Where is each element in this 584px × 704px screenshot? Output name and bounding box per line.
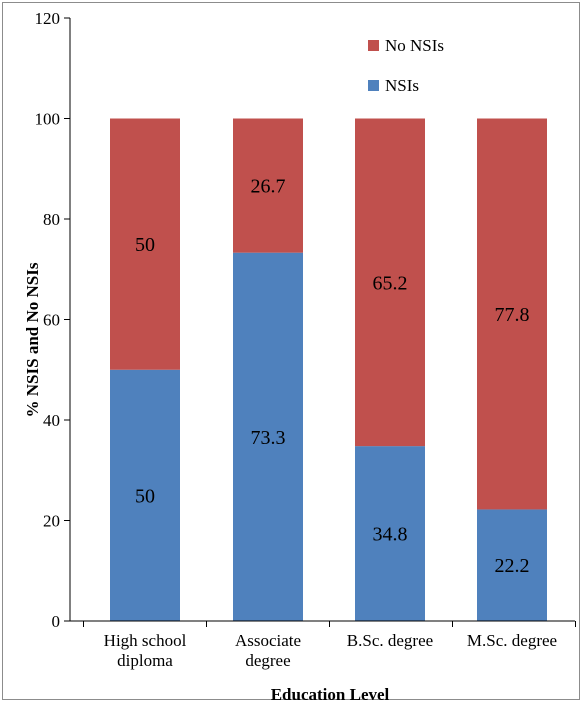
bar-segment-nsis bbox=[355, 446, 425, 621]
bars-layer bbox=[110, 118, 547, 622]
y-tick-label: 20 bbox=[43, 512, 60, 531]
x-tick-label: diploma bbox=[117, 651, 173, 670]
x-tick-label: M.Sc. degree bbox=[467, 631, 557, 650]
bar-segment-no-nsis bbox=[355, 118, 425, 447]
bar-segment-nsis bbox=[110, 369, 180, 621]
bar-segment-no-nsis bbox=[110, 118, 180, 370]
legend-swatch bbox=[368, 80, 379, 91]
y-axis-title: % NSIS and No NSIs bbox=[23, 262, 42, 417]
legend-swatch bbox=[368, 40, 379, 51]
data-label: 65.2 bbox=[373, 272, 408, 294]
x-tick-label: degree bbox=[245, 651, 290, 670]
data-label: 34.8 bbox=[373, 524, 408, 546]
x-tick-label: Associate bbox=[235, 631, 301, 650]
y-tick-label: 0 bbox=[52, 612, 61, 631]
data-label: 50 bbox=[135, 485, 155, 507]
y-tick-label: 120 bbox=[35, 9, 61, 28]
y-ticks: 0 20 40 60 80 100 120 bbox=[35, 9, 576, 631]
y-tick-label: 60 bbox=[43, 311, 60, 330]
legend-label: NSIs bbox=[385, 76, 419, 95]
data-labels: 50 50 73.3 26.7 34.8 65.2 22.2 77.8 bbox=[135, 176, 530, 578]
y-tick-label: 100 bbox=[35, 110, 61, 129]
data-label: 22.2 bbox=[495, 555, 530, 577]
x-tick-label: High school bbox=[104, 631, 187, 650]
data-label: 77.8 bbox=[495, 304, 530, 326]
y-tick-label: 40 bbox=[43, 411, 60, 430]
legend-label: No NSIs bbox=[385, 36, 444, 55]
legend: No NSIs NSIs bbox=[368, 36, 444, 95]
bar-segment-nsis bbox=[233, 252, 303, 622]
x-tick-label: B.Sc. degree bbox=[347, 631, 433, 650]
bar-segment-no-nsis bbox=[233, 118, 303, 253]
data-label: 26.7 bbox=[251, 176, 286, 198]
data-label: 73.3 bbox=[251, 427, 286, 449]
data-label: 50 bbox=[135, 234, 155, 256]
y-tick-label: 80 bbox=[43, 210, 60, 229]
bar-segment-nsis bbox=[477, 509, 547, 621]
x-axis-title: Education Level bbox=[271, 685, 390, 704]
bar-segment-no-nsis bbox=[477, 118, 547, 510]
